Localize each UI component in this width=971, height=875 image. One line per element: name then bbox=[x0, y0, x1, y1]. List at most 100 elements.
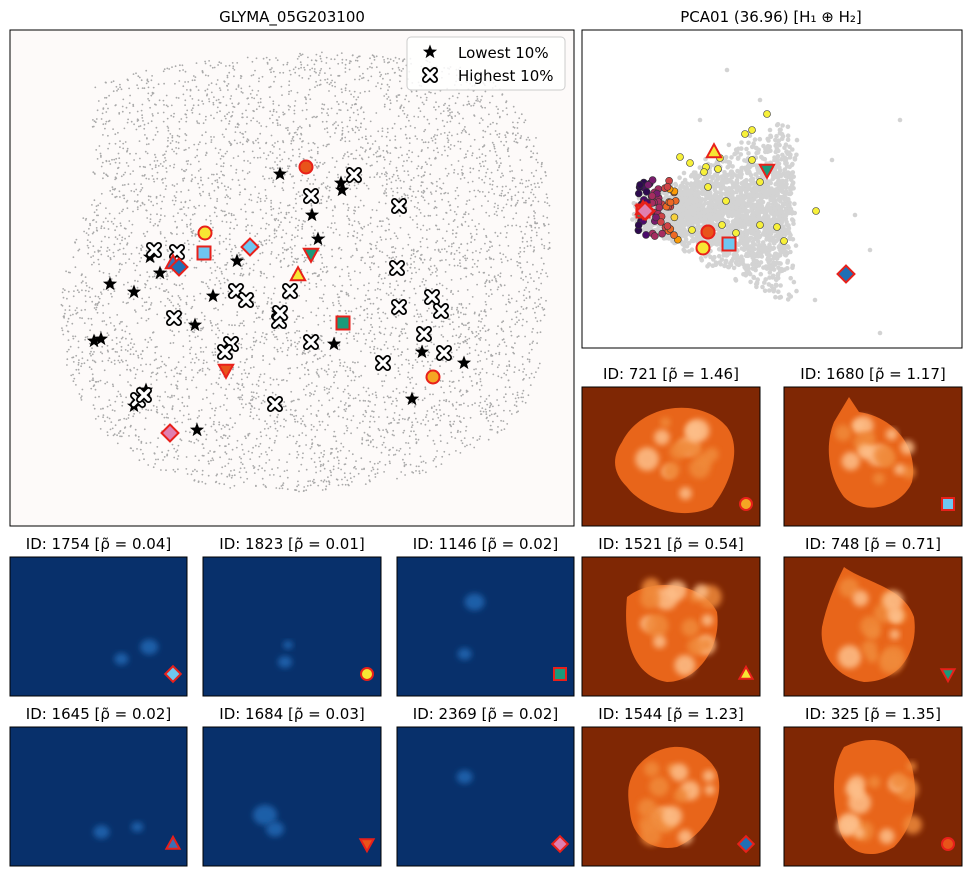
tissue-spot bbox=[300, 54, 302, 57]
tissue-spot bbox=[447, 110, 449, 112]
tissue-spot bbox=[369, 120, 372, 123]
tissue-spot bbox=[147, 317, 150, 320]
tissue-spot bbox=[524, 401, 527, 404]
tissue-spot bbox=[72, 335, 74, 338]
tissue-spot bbox=[375, 151, 377, 154]
tissue-spot bbox=[361, 468, 363, 471]
tissue-spot bbox=[417, 201, 419, 204]
tissue-spot bbox=[432, 149, 435, 152]
tissue-spot bbox=[408, 453, 411, 455]
tissue-spot bbox=[119, 86, 121, 89]
tissue-spot bbox=[217, 186, 220, 189]
tissue-spot bbox=[440, 334, 443, 336]
tissue-spot bbox=[467, 328, 470, 331]
tissue-spot bbox=[403, 280, 406, 283]
tissue-spot bbox=[235, 88, 238, 91]
tissue-spot bbox=[124, 426, 127, 429]
tissue-spot bbox=[234, 218, 237, 221]
tissue-spot bbox=[491, 363, 493, 365]
tissue-spot bbox=[276, 350, 279, 353]
tissue-spot bbox=[388, 449, 391, 452]
tissue-spot bbox=[241, 463, 244, 466]
tissue-spot bbox=[134, 373, 137, 376]
tissue-spot bbox=[114, 424, 117, 427]
tissue-spot bbox=[319, 268, 322, 271]
tissue-spot bbox=[239, 75, 242, 77]
tissue-spot bbox=[222, 210, 224, 213]
tissue-spot bbox=[532, 152, 535, 155]
tissue-spot bbox=[111, 186, 114, 189]
tissue-spot bbox=[389, 160, 392, 163]
tissue-spot bbox=[309, 484, 312, 487]
tissue-spot bbox=[192, 75, 195, 77]
tissue-spot bbox=[383, 344, 386, 346]
tissue-spot bbox=[382, 429, 384, 431]
tissue-spot bbox=[104, 235, 106, 238]
tissue-spot bbox=[276, 420, 279, 423]
tissue-spot bbox=[145, 177, 148, 180]
tissue-spot bbox=[272, 179, 275, 182]
tissue-spot bbox=[446, 175, 449, 177]
tissue-spot bbox=[214, 343, 217, 345]
tissue-spot bbox=[140, 109, 143, 112]
tissue-spot bbox=[343, 388, 346, 391]
tissue-spot bbox=[290, 400, 293, 403]
tissue-spot bbox=[247, 434, 250, 437]
tissue-spot bbox=[533, 376, 536, 379]
tissue-spot bbox=[122, 301, 125, 303]
tissue-spot bbox=[485, 358, 488, 360]
tissue-spot bbox=[115, 157, 118, 160]
tissue-spot bbox=[422, 460, 425, 463]
tissue-spot bbox=[162, 290, 165, 292]
tissue-spot bbox=[165, 171, 168, 173]
tissue-spot bbox=[341, 268, 343, 271]
tissue-spot bbox=[204, 154, 207, 157]
tissue-spot bbox=[373, 420, 376, 423]
tissue-spot bbox=[408, 100, 410, 103]
tissue-spot bbox=[455, 249, 458, 252]
tissue-spot bbox=[289, 434, 291, 437]
tissue-spot bbox=[197, 99, 200, 101]
tissue-spot bbox=[249, 267, 251, 270]
tissue-spot bbox=[389, 396, 392, 399]
tissue-spot bbox=[304, 259, 307, 262]
tissue-spot bbox=[384, 73, 387, 75]
tissue-spot bbox=[320, 107, 323, 110]
tissue-spot bbox=[399, 106, 402, 109]
tissue-spot bbox=[411, 367, 414, 369]
tissue-spot bbox=[140, 189, 143, 191]
tissue-spot bbox=[374, 391, 377, 394]
tissue-spot bbox=[212, 103, 215, 106]
tissue-spot bbox=[141, 87, 144, 89]
tissue-spot bbox=[231, 114, 234, 117]
tissue-spot bbox=[95, 118, 98, 120]
tissue-spot bbox=[189, 222, 192, 225]
tissue-spot bbox=[223, 214, 226, 217]
tissue-spot bbox=[461, 371, 464, 374]
tissue-spot bbox=[323, 369, 326, 372]
tissue-spot bbox=[530, 172, 533, 174]
tissue-spot bbox=[113, 255, 115, 258]
tissue-spot bbox=[392, 390, 395, 393]
tissue-spot bbox=[489, 133, 492, 136]
tissue-spot bbox=[425, 414, 428, 416]
tissue-spot bbox=[475, 228, 478, 231]
tissue-spot bbox=[415, 320, 418, 323]
tissue-spot bbox=[109, 316, 111, 319]
tissue-spot bbox=[431, 139, 434, 142]
tissue-spot bbox=[406, 159, 408, 162]
tissue-spot bbox=[113, 359, 116, 362]
tissue-spot bbox=[394, 363, 396, 366]
tissue-spot bbox=[125, 359, 127, 362]
tissue-spot bbox=[119, 341, 121, 343]
tissue-spot bbox=[352, 415, 355, 417]
tissue-spot bbox=[496, 235, 499, 238]
tissue-spot bbox=[409, 378, 411, 380]
tissue-spot bbox=[476, 381, 478, 384]
tissue-spot bbox=[508, 364, 511, 366]
tissue-spot bbox=[93, 261, 95, 264]
tissue-spot bbox=[158, 367, 161, 369]
tissue-spot bbox=[210, 425, 213, 428]
tissue-spot bbox=[448, 97, 451, 100]
tissue-spot bbox=[296, 330, 298, 332]
